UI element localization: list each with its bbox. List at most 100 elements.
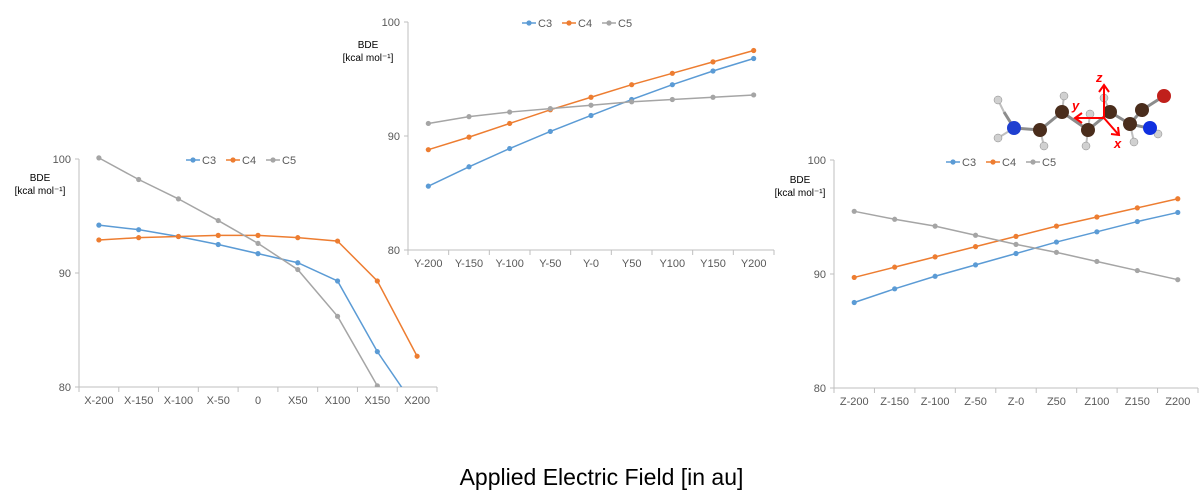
data-point-C3 [972,262,979,268]
data-point-C4 [215,232,221,238]
data-point-C4 [710,59,716,65]
molecule-axis-x: x [1113,136,1122,151]
legend-marker-C3 [190,157,196,163]
legend-marker-C3 [950,159,956,165]
x-tick-label: 0 [255,395,261,407]
data-point-C5 [1053,249,1060,255]
legend-label-C5: C5 [282,155,296,167]
legend-marker-C5 [270,157,276,163]
data-point-C3 [1013,250,1019,257]
data-point-C3 [851,299,857,306]
y-tick-label: 100 [382,17,400,29]
y-tick-label: 80 [814,383,826,395]
data-point-C4 [1013,233,1019,239]
data-point-C3 [255,251,261,257]
data-point-C4 [588,94,594,100]
data-point-C3 [1134,218,1140,225]
data-point-C4 [851,274,857,281]
x-tick-label: Y150 [700,258,726,270]
legend-marker-C5 [1030,159,1036,165]
data-point-C5 [710,94,716,100]
x-tick-label: Y50 [622,258,642,270]
data-point-C5 [972,232,979,238]
x-tick-label: Y-100 [495,258,523,270]
data-point-C4 [1134,205,1140,211]
y-axis-label-units: [kcal mol⁻¹] [343,53,394,64]
data-point-C5 [334,313,341,319]
data-point-C5 [215,217,221,224]
x-tick-label: Y-0 [583,258,599,270]
data-point-C5 [751,92,757,98]
data-point-C5 [175,196,182,202]
x-tick-label: Y-200 [414,258,442,270]
data-point-C3 [96,222,102,228]
data-point-C5 [136,176,142,183]
data-point-C5 [588,102,594,108]
data-point-C3 [136,227,142,233]
data-point-C4 [414,353,420,359]
x-tick-label: Z50 [1047,396,1066,408]
legend-marker-C4 [566,20,572,26]
x-tick-label: X50 [288,395,308,407]
data-point-C5 [669,96,675,103]
data-point-C5 [892,216,898,222]
x-tick-label: Z-0 [1008,396,1025,408]
y-tick-label: 90 [59,268,71,280]
data-point-C4 [295,235,301,241]
data-point-C5 [1094,258,1100,265]
data-point-C4 [136,235,142,241]
legend-marker-C3 [526,20,532,26]
data-point-C5 [425,120,431,127]
molecule-axis-z: z [1095,72,1103,85]
data-point-C5 [629,99,635,105]
x-tick-label: Z-50 [964,396,987,408]
y-tick-label: 80 [59,382,71,394]
y-tick-label: 90 [814,269,826,281]
data-point-C3 [334,278,341,284]
x-tick-label: X200 [404,395,430,407]
data-point-C5 [932,223,938,229]
data-point-C5 [374,383,380,387]
data-point-C5 [1175,277,1181,283]
data-point-C3 [710,68,716,74]
x-tick-label: Z150 [1125,396,1150,408]
data-point-C5 [851,208,857,214]
x-tick-label: Y100 [659,258,685,270]
y-axis-label-units: [kcal mol⁻¹] [775,188,826,199]
x-tick-label: Y-50 [539,258,561,270]
data-point-C5 [295,266,301,273]
data-point-C5 [96,155,102,161]
data-point-C4 [334,238,341,244]
x-tick-label: Y200 [741,258,767,270]
legend-label-C5: C5 [618,18,632,30]
data-point-C4 [932,254,938,260]
data-point-C4 [751,47,757,54]
data-point-C5 [1013,241,1019,247]
data-point-C3 [547,128,553,135]
data-point-C4 [374,278,380,284]
data-point-C4 [669,70,675,76]
legend-label-C4: C4 [242,155,256,167]
y-tick-label: 100 [53,154,71,166]
data-point-C3 [1175,209,1181,216]
data-point-C3 [295,260,301,266]
x-tick-label: X150 [364,395,390,407]
data-point-C4 [175,233,182,240]
data-point-C5 [255,240,261,246]
data-point-C4 [972,244,979,250]
data-point-C3 [669,82,675,88]
data-point-C3 [1053,239,1060,245]
data-point-C3 [374,349,380,355]
legend-label-C5: C5 [1042,157,1056,169]
molecule-structure-image: z y x [993,72,1171,151]
x-tick-label: Z200 [1165,396,1190,408]
x-tick-label: X-150 [124,395,153,407]
data-point-C3 [751,55,757,62]
y-tick-label: 100 [808,155,826,167]
y-axis-label: BDE [358,40,379,51]
y-axis-label: BDE [30,173,51,184]
data-point-C4 [1175,196,1181,202]
